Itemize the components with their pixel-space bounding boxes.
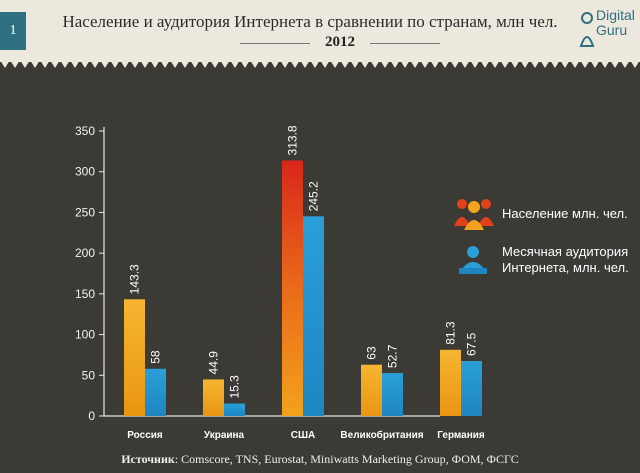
data-label: 63	[365, 346, 379, 360]
population-bar	[440, 349, 461, 416]
data-label: 67.5	[465, 332, 479, 356]
source-text: : Comscore, TNS, Eurostat, Miniwatts Mar…	[174, 452, 519, 466]
data-label: 81.3	[444, 321, 458, 345]
data-label: 245.2	[307, 181, 321, 211]
y-tick-label: 200	[75, 246, 95, 260]
population-bar	[203, 379, 224, 416]
data-label: 313.8	[286, 125, 300, 155]
data-label: 44.9	[207, 351, 221, 375]
y-tick-label: 150	[75, 287, 95, 301]
page-title: Население и аудитория Интернета в сравне…	[62, 12, 558, 31]
audience-legend-label: Месячная аудитория Интернета, млн. чел.	[502, 244, 629, 275]
data-label: 143.3	[128, 264, 142, 294]
chart-year: 2012	[240, 34, 440, 51]
y-tick-label: 100	[75, 328, 95, 342]
data-label: 52.7	[386, 344, 400, 368]
zigzag-divider	[0, 60, 640, 68]
audience-bar	[303, 216, 324, 416]
audience-legend-icon	[459, 246, 487, 274]
slide-number-badge: 1	[0, 12, 26, 50]
audience-bar	[224, 403, 245, 416]
data-label: 58	[149, 350, 163, 364]
population-bar	[124, 299, 145, 416]
header-band	[0, 0, 640, 62]
y-tick-label: 350	[75, 124, 95, 138]
x-tick-label: Великобритания	[340, 429, 423, 441]
audience-bar	[461, 361, 482, 416]
logo-line-2: Guru	[596, 22, 628, 38]
data-label: 15.3	[228, 375, 242, 399]
population-bar	[282, 160, 303, 416]
logo-text: Digital Guru	[596, 8, 635, 38]
population-legend-label: Население млн. чел.	[502, 206, 628, 221]
y-tick-label: 0	[88, 409, 95, 423]
x-tick-label: Украина	[204, 430, 245, 441]
y-tick-label: 50	[82, 368, 96, 382]
population-legend-icon	[454, 199, 494, 230]
logo-line-1: Digital	[596, 7, 635, 23]
audience-bar	[145, 368, 166, 416]
y-tick-label: 300	[75, 165, 95, 179]
x-tick-label: Германия	[437, 430, 485, 441]
population-bar	[361, 364, 382, 416]
x-tick-label: США	[291, 430, 316, 441]
x-tick-label: Россия	[127, 430, 163, 441]
source-prefix: Источник	[121, 452, 175, 466]
logo-icon	[579, 12, 595, 47]
audience-bar	[382, 373, 403, 416]
y-tick-label: 250	[75, 205, 95, 219]
source-note: Источник: Comscore, TNS, Eurostat, Miniw…	[0, 452, 640, 467]
